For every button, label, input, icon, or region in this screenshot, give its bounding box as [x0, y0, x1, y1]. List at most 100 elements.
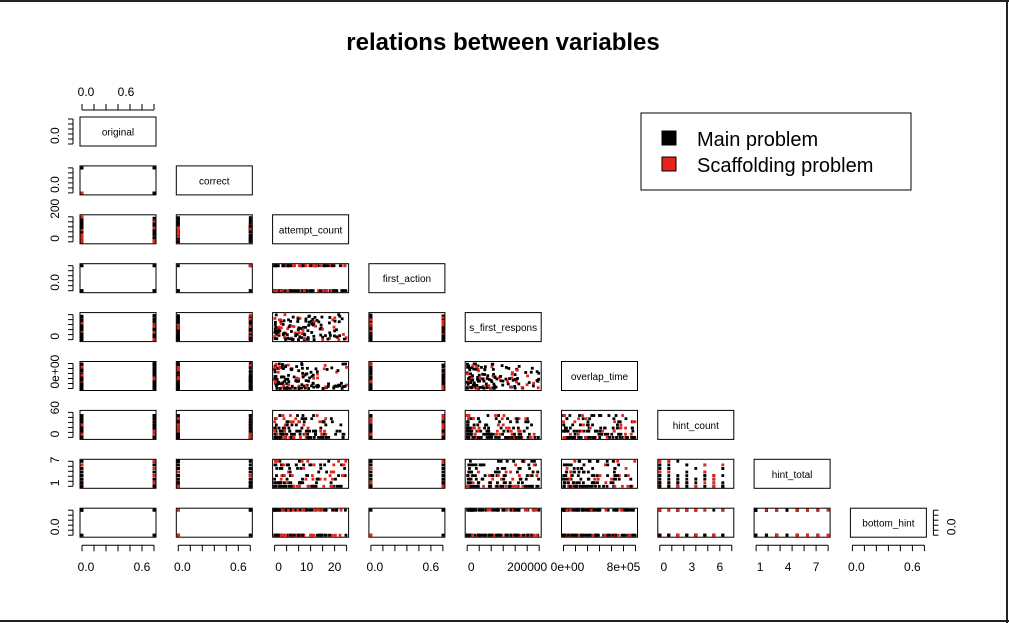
point-scaffolding — [317, 508, 321, 512]
point-main — [282, 367, 285, 370]
point-main — [483, 474, 487, 477]
point-main — [597, 484, 601, 488]
point-main — [280, 463, 283, 467]
panel-hint_total-hint_total: hint_total — [753, 458, 831, 489]
point-scaffolding — [501, 423, 505, 427]
point-scaffolding — [248, 474, 252, 477]
point-main — [275, 382, 279, 386]
point-main — [152, 264, 156, 268]
point-main — [497, 470, 501, 474]
point-scaffolding — [302, 423, 306, 427]
point-main — [152, 332, 156, 336]
point-main — [295, 429, 299, 433]
point-scaffolding — [298, 484, 302, 488]
point-main — [564, 477, 567, 481]
panel-border — [368, 312, 446, 343]
point-main — [590, 414, 594, 417]
point-main — [493, 376, 497, 379]
point-scaffolding — [369, 318, 373, 322]
point-scaffolding — [306, 426, 310, 430]
point-main — [494, 417, 498, 421]
point-scaffolding — [667, 470, 671, 474]
left-tick-label-row-4: 0 — [48, 333, 62, 340]
point-main — [287, 373, 290, 377]
point-main — [519, 432, 523, 436]
point-scaffolding — [80, 228, 84, 232]
point-scaffolding — [176, 369, 180, 373]
point-main — [584, 508, 588, 512]
point-scaffolding — [152, 330, 156, 334]
point-main — [288, 337, 292, 341]
point-main — [589, 533, 592, 537]
point-main — [248, 373, 252, 377]
point-main — [482, 463, 486, 467]
panel-border — [849, 507, 927, 538]
bottom-tick-label-attempt_count-1: 10 — [300, 560, 314, 574]
point-main — [527, 432, 531, 436]
point-main — [369, 337, 373, 341]
point-main — [503, 508, 507, 512]
point-main — [582, 470, 586, 474]
point-scaffolding — [676, 484, 680, 488]
point-main — [176, 432, 180, 436]
point-scaffolding — [176, 367, 180, 371]
point-main — [475, 384, 479, 387]
point-main — [332, 385, 336, 389]
point-scaffolding — [80, 365, 84, 369]
point-main — [614, 508, 617, 512]
point-main — [248, 508, 252, 512]
point-main — [280, 364, 284, 368]
panel-overlap_time-overlap_time: overlap_time — [561, 361, 638, 391]
panel-border — [175, 214, 253, 245]
point-main — [80, 470, 84, 474]
point-main — [152, 470, 156, 474]
point-main — [470, 366, 474, 370]
point-main — [513, 508, 517, 512]
point-main — [568, 463, 572, 467]
point-scaffolding — [329, 470, 333, 474]
point-main — [466, 429, 470, 433]
point-main — [487, 484, 491, 488]
point-scaffolding — [314, 324, 318, 328]
point-main — [530, 474, 534, 477]
point-main — [441, 365, 445, 369]
point-main — [248, 380, 252, 383]
bottom-tick-label-attempt_count-2: 20 — [328, 560, 342, 574]
point-main — [520, 481, 524, 485]
diagonal-label-hint_count: hint_count — [673, 421, 719, 432]
point-scaffolding — [152, 226, 156, 230]
point-main — [565, 417, 569, 421]
point-main — [341, 289, 345, 293]
point-scaffolding — [344, 459, 348, 463]
left-tick-label-row-3: 0.0 — [48, 274, 62, 291]
point-scaffolding — [482, 484, 485, 488]
point-scaffolding — [274, 417, 278, 421]
point-main — [340, 463, 343, 467]
panel-bottom_hint-attempt_count — [272, 507, 350, 538]
point-main — [283, 386, 286, 390]
point-main — [466, 508, 470, 512]
point-main — [570, 474, 574, 477]
panel-border — [79, 458, 157, 489]
point-main — [297, 386, 301, 390]
point-scaffolding — [667, 459, 671, 463]
point-main — [480, 463, 483, 467]
point-scaffolding — [577, 533, 581, 537]
point-scaffolding — [321, 327, 324, 331]
point-main — [530, 423, 533, 427]
point-main — [274, 325, 278, 329]
point-main — [517, 364, 521, 368]
point-main — [469, 417, 473, 421]
point-main — [490, 474, 494, 477]
point-main — [248, 470, 252, 474]
point-main — [302, 420, 306, 424]
point-main — [330, 264, 334, 268]
point-scaffolding — [626, 484, 630, 488]
point-scaffolding — [612, 429, 616, 433]
point-main — [319, 426, 323, 430]
point-main — [343, 384, 347, 388]
panel-border — [175, 458, 253, 489]
point-main — [273, 432, 277, 436]
point-main — [248, 463, 252, 467]
left-tick-label-row-5: 0e+00 — [48, 354, 62, 388]
